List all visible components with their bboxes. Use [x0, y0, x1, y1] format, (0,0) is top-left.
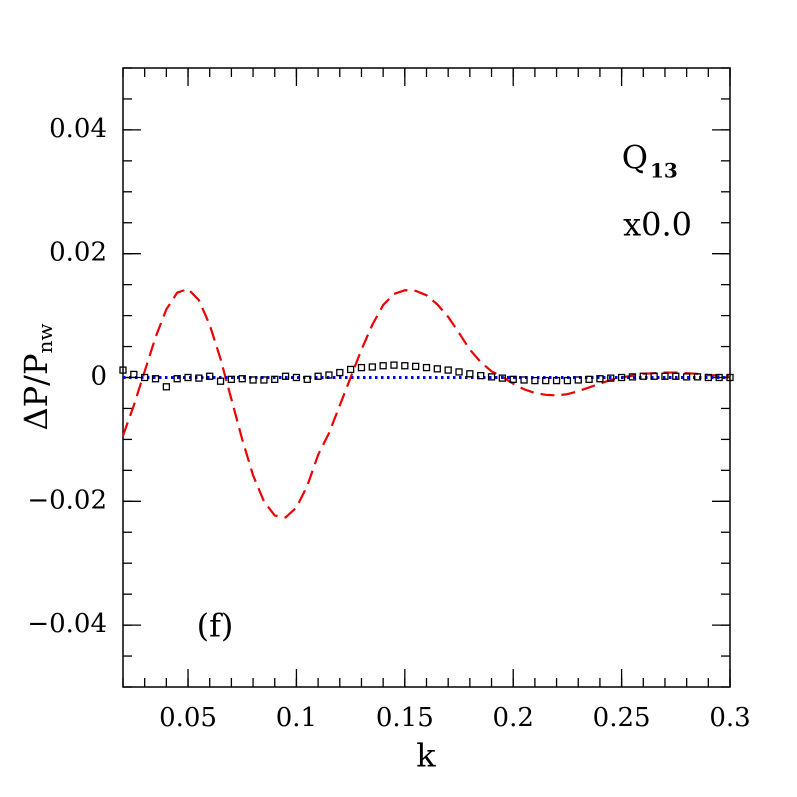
data-point: [401, 362, 409, 370]
data-point: [682, 373, 691, 381]
data-point: [249, 376, 257, 384]
data-point: [346, 365, 355, 374]
x-tick-label: 0.3: [709, 703, 750, 733]
data-point: [477, 371, 485, 380]
data-point: [639, 372, 647, 380]
series-line: [121, 287, 731, 519]
x-axis-label: k: [416, 737, 436, 775]
x-tick-label: 0.2: [493, 703, 534, 733]
data-point: [433, 365, 441, 373]
data-point: [455, 368, 463, 376]
data-point: [422, 363, 431, 372]
data-point: [184, 373, 192, 382]
data-point: [379, 362, 387, 370]
data-point: [520, 376, 528, 384]
data-point: [617, 373, 626, 382]
y-axis-label-sub: nw: [33, 324, 57, 354]
data-point: [292, 373, 301, 382]
data-point: [531, 376, 539, 385]
annotation: x0.0: [623, 206, 692, 244]
y-axis-label-main: ΔP/P: [17, 354, 55, 431]
data-point: [585, 375, 593, 384]
data-point: [314, 372, 322, 380]
data-point: [726, 373, 734, 382]
data-point: [130, 370, 138, 379]
y-tick-label: 0.02: [49, 238, 107, 268]
y-tick-label: 0: [90, 362, 107, 392]
annotation: Q: [622, 139, 648, 177]
data-point: [693, 373, 702, 381]
y-axis-label: ΔP/Pnw: [17, 324, 57, 431]
x-tick-label: 0.1: [276, 703, 317, 733]
data-point: [412, 362, 420, 371]
data-point: [607, 374, 615, 382]
data-point: [151, 375, 160, 383]
annotation-sub: 13: [650, 159, 678, 183]
data-point: [271, 375, 279, 384]
data-point: [628, 373, 637, 381]
data-point: [661, 372, 669, 380]
data-point: [325, 371, 333, 379]
data-point: [357, 363, 366, 372]
y-tick-label: −0.02: [27, 485, 107, 515]
x-tick-label: 0.15: [376, 703, 434, 733]
data-point: [563, 376, 572, 385]
x-tick-label: 0.25: [593, 703, 651, 733]
data-point: [260, 376, 268, 384]
data-point: [487, 373, 496, 381]
data-point: [650, 372, 658, 380]
data-point: [552, 376, 561, 385]
data-point: [704, 373, 712, 382]
data-point: [574, 376, 582, 384]
y-tick-label: 0.04: [49, 114, 107, 144]
data-point: [672, 372, 680, 380]
data-point: [238, 375, 246, 383]
data-point: [281, 372, 290, 380]
data-point: [596, 375, 604, 383]
data-point: [390, 361, 398, 369]
data-point: [336, 368, 344, 377]
data-point: [466, 370, 474, 378]
data-point: [216, 377, 225, 385]
data-point: [368, 363, 376, 371]
y-tick-label: −0.04: [27, 609, 107, 639]
data-point: [173, 375, 181, 383]
data-point: [206, 372, 214, 380]
data-point: [498, 374, 507, 382]
data-point: [141, 373, 149, 382]
x-tick-label: 0.05: [159, 703, 217, 733]
data-point: [444, 366, 452, 374]
data-point: [195, 374, 203, 382]
annotation: (f): [197, 607, 234, 645]
data-point: [542, 376, 550, 385]
data-point: [509, 375, 517, 384]
data-point: [162, 383, 171, 391]
data-point: [119, 366, 127, 374]
data-point: [303, 375, 311, 384]
data-point: [227, 375, 236, 384]
data-point: [715, 373, 723, 382]
